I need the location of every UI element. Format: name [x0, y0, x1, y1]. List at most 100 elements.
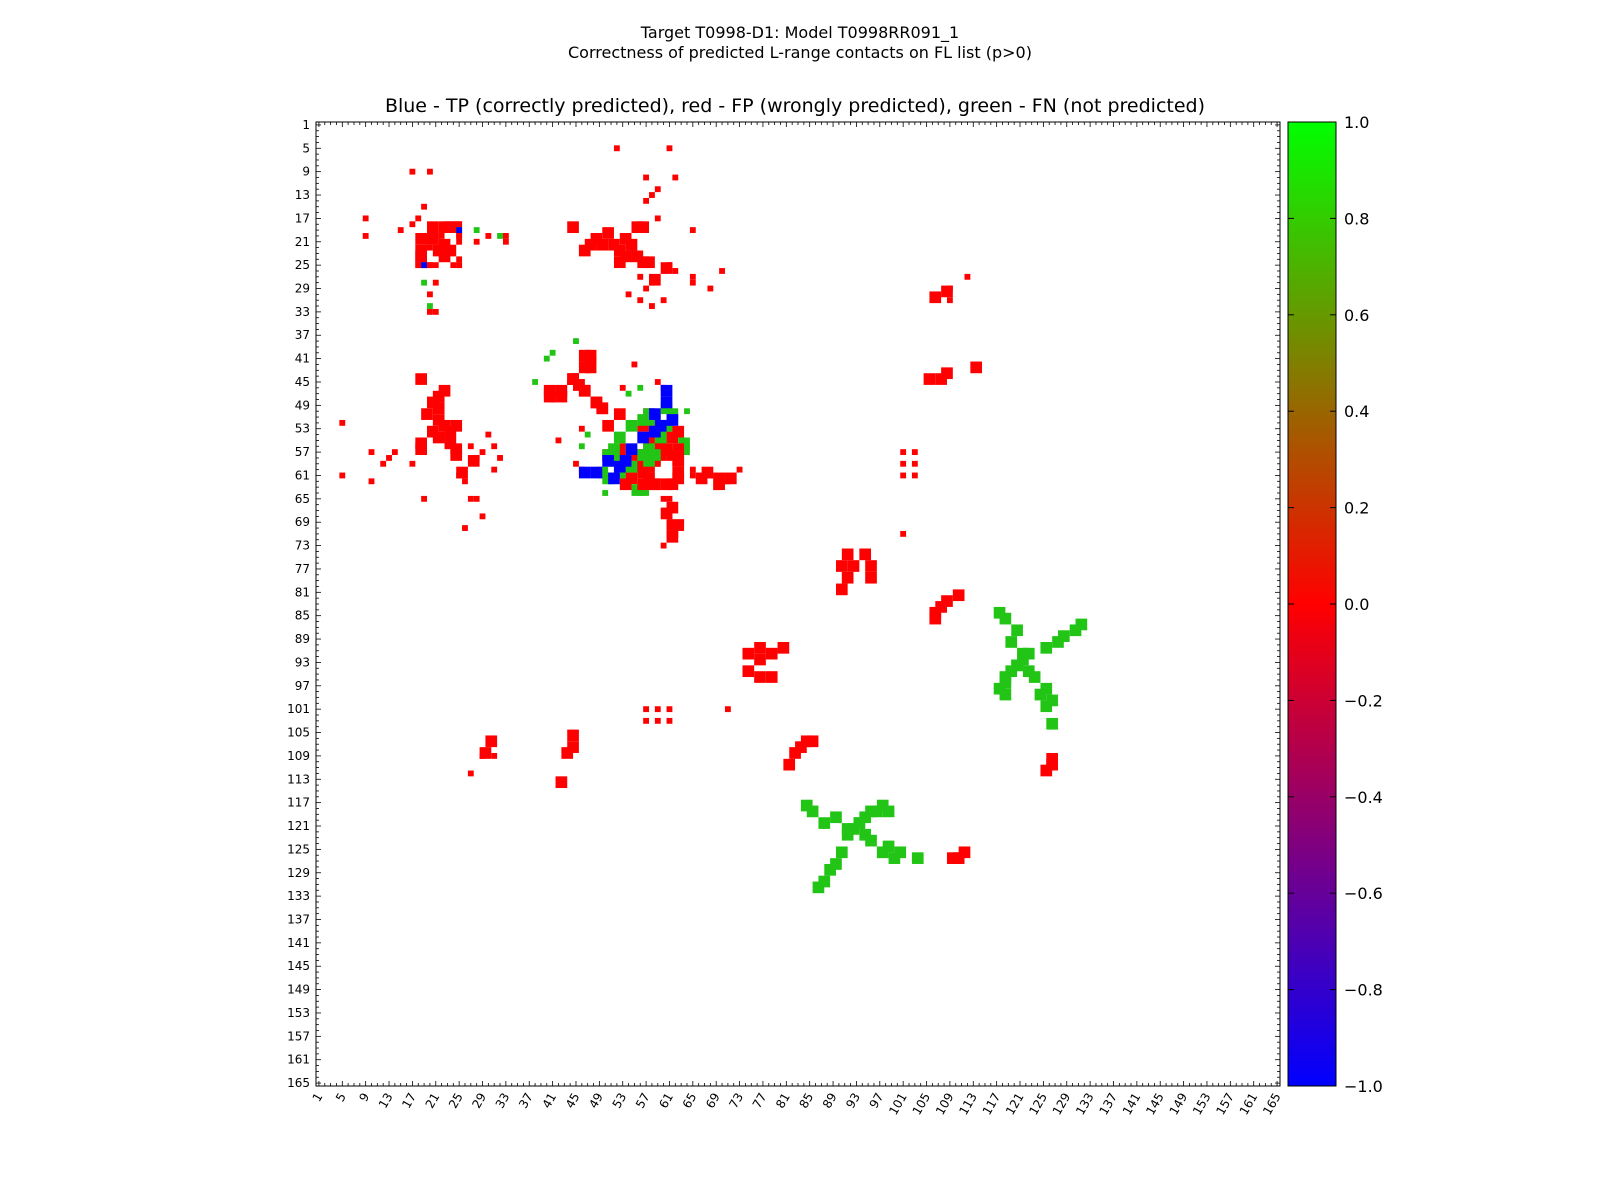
- contact-cell-fn: [876, 846, 889, 859]
- contact-cell-fp: [567, 741, 579, 753]
- contact-cell-fp: [643, 256, 655, 269]
- contact-cell-fp: [391, 449, 398, 456]
- contact-cell-fp: [666, 495, 673, 502]
- contact-cell-fp: [900, 460, 907, 467]
- colorbar-tick-label: 0.4: [1344, 402, 1369, 421]
- contact-cell-fn: [543, 355, 550, 362]
- contact-cell-fp: [841, 571, 854, 584]
- colorbar-ticks: 1.0 0.8 0.6 0.4 0.2 0.0 −0.2 −0.4 −0.6 −0.8 −1.0: [1288, 113, 1383, 1096]
- y-tick-label: 137: [287, 912, 310, 926]
- contact-cell-fp: [724, 472, 737, 485]
- contact-cell-fp: [491, 466, 498, 473]
- contact-cell-fp: [415, 250, 427, 263]
- contact-cell-fp: [911, 472, 918, 479]
- contact-cell-fp: [707, 472, 714, 479]
- contact-cell-fp: [672, 443, 685, 456]
- chart-title-line-1: Target T0998-D1: Model T0998RR091_1: [640, 23, 959, 43]
- contact-cell-fn: [625, 390, 632, 397]
- contact-cell-fn: [532, 379, 539, 385]
- contact-cell-fp: [672, 455, 685, 467]
- contact-cell-fp: [502, 238, 509, 245]
- contact-cell-fn: [1022, 665, 1035, 678]
- contact-cell-fn: [806, 805, 819, 818]
- x-tick-label: 113: [956, 1091, 980, 1118]
- contact-cell-fp: [456, 233, 463, 239]
- contact-cell-fp: [643, 706, 650, 713]
- contact-cell-fp: [608, 238, 620, 251]
- contact-cell-fp: [409, 460, 416, 467]
- contact-cell-fp: [841, 548, 854, 561]
- contact-cell-fp: [438, 250, 451, 263]
- y-tick-label: 17: [295, 211, 310, 225]
- colorbar-gradient: [1287, 121, 1337, 1087]
- contact-cell-fp: [935, 601, 947, 613]
- contact-cell-fn: [911, 852, 924, 864]
- contact-cell-fp: [567, 379, 574, 385]
- x-tick-label: 133: [1073, 1091, 1097, 1118]
- contact-cell-fp: [765, 671, 778, 683]
- contact-cell-fn: [1011, 624, 1023, 637]
- contact-cell-fp: [637, 478, 650, 491]
- contact-cell-fp: [491, 443, 498, 450]
- y-tick-label: 49: [295, 398, 310, 412]
- contact-cell-fp: [543, 390, 556, 403]
- contact-cell-fp: [380, 460, 387, 467]
- contact-cell-fp: [637, 466, 650, 479]
- colorbar-tick-label: 0.6: [1344, 306, 1369, 325]
- contact-cell-fp: [941, 285, 953, 298]
- contact-cell-fp: [672, 268, 679, 274]
- contact-cell-fp: [666, 513, 673, 520]
- y-tick-label: 45: [295, 375, 310, 389]
- contact-cell-fp: [421, 408, 433, 420]
- x-tick-label: 81: [773, 1091, 793, 1111]
- contact-cell-fp: [613, 145, 620, 152]
- contact-cell-fp: [672, 472, 685, 485]
- x-tick-label: 21: [423, 1091, 443, 1111]
- contact-cell-fn: [427, 303, 433, 309]
- x-tick-label: 141: [1120, 1091, 1144, 1118]
- contact-cell-fp: [660, 542, 667, 549]
- contact-cell-fp: [900, 449, 907, 456]
- contact-cell-fp: [596, 238, 609, 251]
- contact-cell-fp: [941, 595, 953, 607]
- contact-cell-fp: [666, 431, 679, 444]
- contact-cell-fp: [625, 291, 632, 298]
- contact-cell-fp: [456, 466, 468, 479]
- contact-cell-fp: [777, 641, 790, 654]
- contact-cell-fp: [666, 717, 673, 724]
- contact-cell-fn: [637, 449, 650, 461]
- contact-cell-fp: [578, 384, 591, 397]
- contact-cell-fp: [1046, 758, 1058, 771]
- y-tick-label: 109: [287, 749, 310, 763]
- x-tick-label: 13: [376, 1091, 396, 1111]
- contact-cell-fp: [456, 256, 463, 263]
- x-tick-label: 125: [1026, 1091, 1050, 1118]
- x-tick-label: 161: [1237, 1091, 1261, 1118]
- x-tick-label: 45: [563, 1091, 583, 1111]
- contact-cell-fp: [427, 308, 433, 315]
- contact-cell-fn: [608, 443, 620, 456]
- contact-cell-fp: [678, 519, 685, 526]
- contact-cell-fn: [876, 799, 889, 812]
- contact-cell-fn: [602, 490, 609, 496]
- contact-cell-fp: [549, 396, 556, 403]
- contact-cell-fp: [724, 706, 731, 713]
- y-tick-label: 97: [295, 679, 310, 693]
- y-tick-label: 9: [302, 165, 310, 179]
- contact-cell-fp: [929, 612, 942, 625]
- contact-cell-fn: [1075, 618, 1088, 631]
- colorbar-tick-label: −0.4: [1344, 788, 1383, 807]
- contact-cell-fp: [649, 303, 655, 309]
- y-tick-label: 93: [295, 655, 310, 669]
- x-tick-label: 25: [446, 1091, 466, 1111]
- colorbar-tick-label: −0.6: [1344, 884, 1383, 903]
- contact-cell-fp: [631, 361, 638, 368]
- contact-cell-fp: [567, 373, 579, 385]
- contact-cell-fp: [567, 729, 579, 742]
- contact-cell-fp: [409, 168, 416, 175]
- contact-cell-fp: [654, 215, 661, 222]
- x-tick-label: 149: [1167, 1091, 1191, 1118]
- y-tick-label: 121: [287, 819, 310, 833]
- contact-cell-fn: [631, 484, 644, 496]
- contact-cell-fn: [473, 227, 480, 233]
